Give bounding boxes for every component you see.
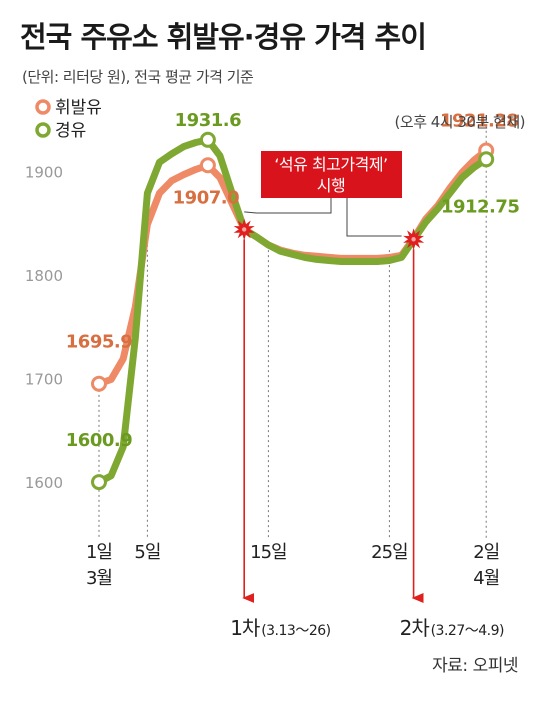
x-tick-label: 5일 xyxy=(134,542,160,563)
phase-label: 2차 (3.27～4.9) xyxy=(400,616,505,640)
diesel-point xyxy=(478,151,495,168)
diesel-point xyxy=(199,131,216,148)
x-tick-label: 3월 xyxy=(86,568,112,589)
y-tick-label: 1800 xyxy=(25,267,63,285)
burst-highlight xyxy=(411,237,416,242)
data-label: 1907.0 xyxy=(173,187,239,208)
phase-label: 1차 (3.13～26) xyxy=(230,616,331,640)
data-label: 1912.75 xyxy=(441,196,519,217)
series-lines xyxy=(95,136,490,486)
x-tick-label: 15일 xyxy=(250,542,286,563)
gasoline-point xyxy=(91,375,107,392)
diesel-point xyxy=(91,474,107,491)
policy-callout: ‘석유 최고가격제’ 시행 xyxy=(261,151,402,198)
phase-date-range: (3.13～26) xyxy=(261,623,330,639)
y-tick-label: 1700 xyxy=(25,371,63,389)
x-tick-label: 4월 xyxy=(473,568,499,589)
phase-main-label: 1차 xyxy=(230,616,260,640)
legend-diesel-label: 경유 xyxy=(55,121,86,141)
legend: 휘발유 경유 xyxy=(35,98,102,141)
source-note: 자료: 오피넷 xyxy=(432,656,518,676)
callout-line-1: ‘석유 최고가격제’ xyxy=(274,155,387,174)
callout-leader-1 xyxy=(244,198,332,214)
data-label: 1600.9 xyxy=(66,430,132,451)
y-tick-label: 1900 xyxy=(25,164,63,182)
data-label: 1695.9 xyxy=(66,332,132,353)
y-tick-label: 1600 xyxy=(25,474,63,492)
x-tick-label: 25일 xyxy=(371,542,407,563)
legend-diesel-marker xyxy=(35,122,51,138)
chart-title: 전국 주유소 휘발유·경유 가격 추이 xyxy=(20,20,427,54)
unit-subtitle: (단위: 리터당 원), 전국 평균 가격 기준 xyxy=(22,68,254,86)
callout-leader-2 xyxy=(346,198,402,237)
burst-highlight xyxy=(242,227,247,232)
latest-time-note: (오후 4시 30분 현재) xyxy=(395,113,525,131)
data-label: 1921.28 xyxy=(440,110,518,131)
x-axis-ticks: 1일 3월 5일 15일 25일 2일 4월 xyxy=(86,542,500,589)
callout-line-2: 시행 xyxy=(317,176,345,195)
policy-guides: 1차 (3.13～26) 2차 (3.27～4.9) xyxy=(230,198,504,640)
x-tick-label: 1일 xyxy=(86,542,112,563)
value-labels: 1695.9 1600.9 1931.6 1907.0 1921.28 1912.75 xyxy=(66,110,520,451)
phase-main-label: 2차 xyxy=(400,616,430,640)
legend-gasoline-marker xyxy=(35,99,51,115)
callout-box xyxy=(261,151,402,198)
endpoint-markers xyxy=(91,131,495,491)
legend-gasoline-label: 휘발유 xyxy=(55,98,102,118)
diesel-line xyxy=(95,136,490,486)
data-label: 1931.6 xyxy=(175,110,241,131)
y-axis-ticks: 1600 1700 1800 1900 xyxy=(25,164,63,493)
x-tick-label: 2일 xyxy=(473,542,499,563)
phase-date-range: (3.27～4.9) xyxy=(431,623,504,639)
gasoline-point xyxy=(199,157,216,174)
